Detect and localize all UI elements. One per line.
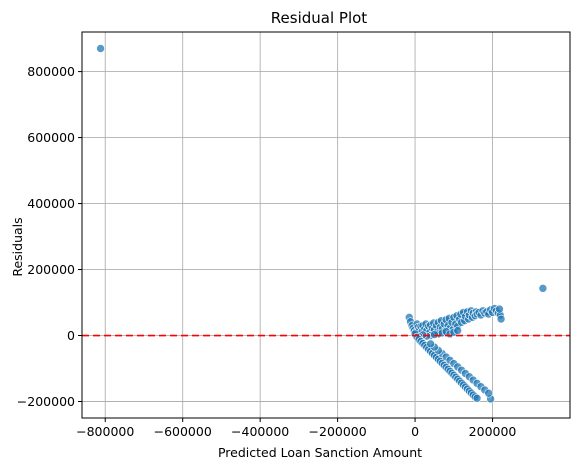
- data-point: [496, 314, 506, 324]
- data-point: [472, 393, 482, 403]
- x-tick-label: −800000: [76, 424, 134, 439]
- y-tick-label: 400000: [27, 196, 75, 211]
- y-tick-label: −200000: [17, 394, 75, 409]
- data-point: [538, 284, 548, 293]
- data-point: [430, 330, 439, 339]
- y-tick-label: 0: [67, 328, 75, 343]
- data-point: [495, 304, 504, 314]
- x-tick-label: −400000: [231, 424, 289, 439]
- chart-title: Residual Plot: [271, 9, 368, 27]
- y-tick-label: 600000: [27, 130, 75, 145]
- y-axis-label: Residuals: [10, 217, 25, 276]
- x-axis-ticks: −800000 −600000 −400000 −200000 0 200000: [76, 418, 516, 439]
- y-tick-label: 800000: [27, 64, 75, 79]
- data-point: [484, 388, 493, 398]
- x-axis-label: Predicted Loan Sanction Amount: [218, 445, 422, 460]
- x-tick-label: −600000: [154, 424, 212, 439]
- x-tick-label: 200000: [469, 424, 517, 439]
- grid: [82, 32, 570, 418]
- plot-frame: [81, 31, 571, 419]
- x-tick-label: 0: [411, 424, 419, 439]
- data-point: [453, 326, 462, 335]
- y-axis-ticks: −200000 0 200000 400000 600000 800000: [17, 64, 82, 409]
- x-tick-label: −200000: [309, 424, 367, 439]
- data-point: [96, 44, 105, 53]
- data-point: [426, 339, 435, 349]
- data-points: [96, 44, 548, 404]
- y-tick-label: 200000: [27, 262, 75, 277]
